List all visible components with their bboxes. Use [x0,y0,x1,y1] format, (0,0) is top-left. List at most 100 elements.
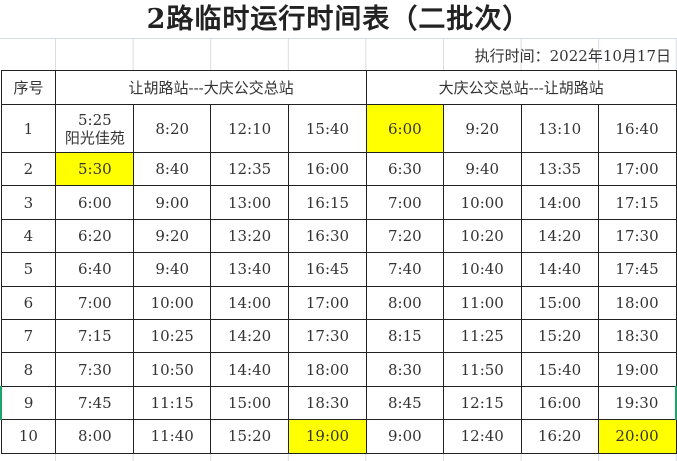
departure-time-dir1[interactable]: 9:20 [133,218,212,254]
departure-time-dir2[interactable]: 14:40 [520,252,599,287]
departure-time-dir1[interactable]: 7:30 [55,352,135,387]
departure-time-dir2[interactable]: 15:00 [520,285,599,320]
departure-time-dir2[interactable]: 15:40 [520,352,599,387]
departure-time-dir2[interactable]: 14:00 [520,185,599,220]
departure-time-dir1[interactable]: 9:00 [133,185,212,220]
departure-time-dir2[interactable]: 12:15 [442,385,522,421]
departure-time-dir2[interactable]: 8:45 [365,385,444,421]
page-title: 2路临时运行时间表（二批次） [0,0,677,38]
row-number[interactable]: 1 [0,104,57,153]
departure-time-dir2[interactable]: 8:15 [365,318,444,354]
row-number[interactable]: 8 [0,352,57,387]
row-number[interactable]: 9 [0,385,57,421]
departure-time-dir1[interactable]: 13:00 [210,185,290,220]
table-row: 9 7:45 11:15 15:00 18:30 8:45 12:15 16:00 19:30 [0,385,677,421]
departure-time-dir2[interactable]: 18:00 [597,285,677,320]
departure-time-dir2[interactable]: 7:20 [365,218,444,254]
table-row: 5 6:40 9:40 13:40 16:45 7:40 10:40 14:40 17:45 [0,252,677,287]
departure-time-dir2[interactable]: 9:20 [442,104,522,153]
departure-time-dir1[interactable]: 14:20 [210,318,290,354]
row-number[interactable]: 10 [0,419,57,454]
departure-time-dir2[interactable]: 19:30 [597,385,677,421]
departure-time-dir2[interactable]: 8:30 [365,352,444,387]
departure-time-dir2[interactable]: 16:00 [520,385,599,421]
departure-time-dir2[interactable]: 17:00 [597,151,677,187]
row-number[interactable]: 4 [0,218,57,254]
departure-time-dir1[interactable]: 5:30 [55,151,135,187]
departure-time-dir1[interactable]: 17:00 [288,285,367,320]
departure-time-dir1[interactable]: 7:00 [55,285,135,320]
row-number[interactable]: 7 [0,318,57,354]
departure-time-dir2[interactable]: 18:30 [597,318,677,354]
departure-time-dir1[interactable]: 10:50 [133,352,212,387]
departure-time-dir1[interactable]: 16:30 [288,218,367,254]
departure-time-dir1[interactable]: 16:15 [288,185,367,220]
header-direction-2[interactable]: 大庆公交总站---让胡路站 [365,70,677,105]
header-seq[interactable]: 序号 [0,70,57,105]
departure-time-dir1[interactable]: 8:40 [133,151,212,187]
row-number[interactable]: 5 [0,252,57,287]
departure-time-dir2[interactable]: 10:00 [442,185,522,220]
departure-time-dir2[interactable]: 9:00 [365,419,444,454]
table-row: 1 5:25 阳光佳苑 8:20 12:10 15:40 6:00 9:20 13:10 16:4… [0,104,677,153]
departure-time-dir2[interactable]: 10:20 [442,218,522,254]
departure-time-dir2[interactable]: 6:00 [365,104,444,153]
departure-time-dir1[interactable]: 15:20 [210,419,290,454]
departure-time-dir1[interactable]: 10:25 [133,318,212,354]
table-row: 6 7:00 10:00 14:00 17:00 8:00 11:00 15:00 18:00 [0,285,677,320]
departure-time-dir2[interactable]: 12:40 [442,419,522,454]
departure-time-dir2[interactable]: 20:00 [597,419,677,454]
departure-time-dir1[interactable]: 8:00 [55,419,135,454]
time-text: 5:25 [77,110,112,129]
header-direction-1[interactable]: 让胡路站---大庆公交总站 [55,70,367,105]
departure-time-dir2[interactable]: 16:20 [520,419,599,454]
departure-time-dir2[interactable]: 19:00 [597,352,677,387]
departure-time-dir2[interactable]: 11:00 [442,285,522,320]
departure-time-dir1[interactable]: 18:00 [288,352,367,387]
departure-time-dir2[interactable]: 10:40 [442,252,522,287]
departure-time-dir1[interactable]: 14:00 [210,285,290,320]
departure-time-dir1[interactable]: 19:00 [288,419,367,454]
departure-time-dir1[interactable]: 12:10 [210,104,290,153]
departure-time-dir1[interactable]: 11:15 [133,385,212,421]
departure-time-dir2[interactable]: 11:25 [442,318,522,354]
row-number[interactable]: 6 [0,285,57,320]
stop-name: 阳光佳苑 [64,128,125,147]
departure-time-dir2[interactable]: 14:20 [520,218,599,254]
departure-time-dir2[interactable]: 13:35 [520,151,599,187]
departure-time-dir2[interactable]: 7:00 [365,185,444,220]
departure-time-dir2[interactable]: 17:45 [597,252,677,287]
departure-time-dir2[interactable]: 13:10 [520,104,599,153]
departure-time-dir2[interactable]: 17:30 [597,218,677,254]
departure-time-dir1[interactable]: 15:00 [210,385,290,421]
departure-time-dir2[interactable]: 15:20 [520,318,599,354]
departure-time-dir1[interactable]: 8:20 [133,104,212,153]
departure-time-dir1[interactable]: 13:40 [210,252,290,287]
departure-time-dir1[interactable]: 6:00 [55,185,135,220]
departure-time-dir2[interactable]: 6:30 [365,151,444,187]
departure-time-dir1[interactable]: 12:35 [210,151,290,187]
departure-time-dir1[interactable]: 10:00 [133,285,212,320]
departure-time-dir2[interactable]: 11:50 [442,352,522,387]
departure-time-dir2[interactable]: 9:40 [442,151,522,187]
departure-time-dir1[interactable]: 17:30 [288,318,367,354]
departure-time-dir2[interactable]: 16:40 [597,104,677,153]
departure-time-dir1[interactable]: 16:45 [288,252,367,287]
departure-time-dir1[interactable]: 11:40 [133,419,212,454]
departure-time-dir1[interactable]: 9:40 [133,252,212,287]
row-number[interactable]: 3 [0,185,57,220]
departure-time-dir2[interactable]: 17:15 [597,185,677,220]
departure-time-dir1[interactable]: 7:15 [55,318,135,354]
row-number[interactable]: 2 [0,151,57,187]
departure-time-dir2[interactable]: 8:00 [365,285,444,320]
departure-time-dir1[interactable]: 18:30 [288,385,367,421]
departure-time-dir1[interactable]: 6:20 [55,218,135,254]
departure-time-dir1[interactable]: 14:40 [210,352,290,387]
departure-time-dir1[interactable]: 16:00 [288,151,367,187]
departure-time-dir1[interactable]: 6:40 [55,252,135,287]
departure-time-dir1[interactable]: 15:40 [288,104,367,153]
departure-time-dir2[interactable]: 7:40 [365,252,444,287]
departure-time-dir1[interactable]: 13:20 [210,218,290,254]
departure-time-dir1[interactable]: 5:25 阳光佳苑 [55,104,135,153]
departure-time-dir1[interactable]: 7:45 [55,385,135,421]
